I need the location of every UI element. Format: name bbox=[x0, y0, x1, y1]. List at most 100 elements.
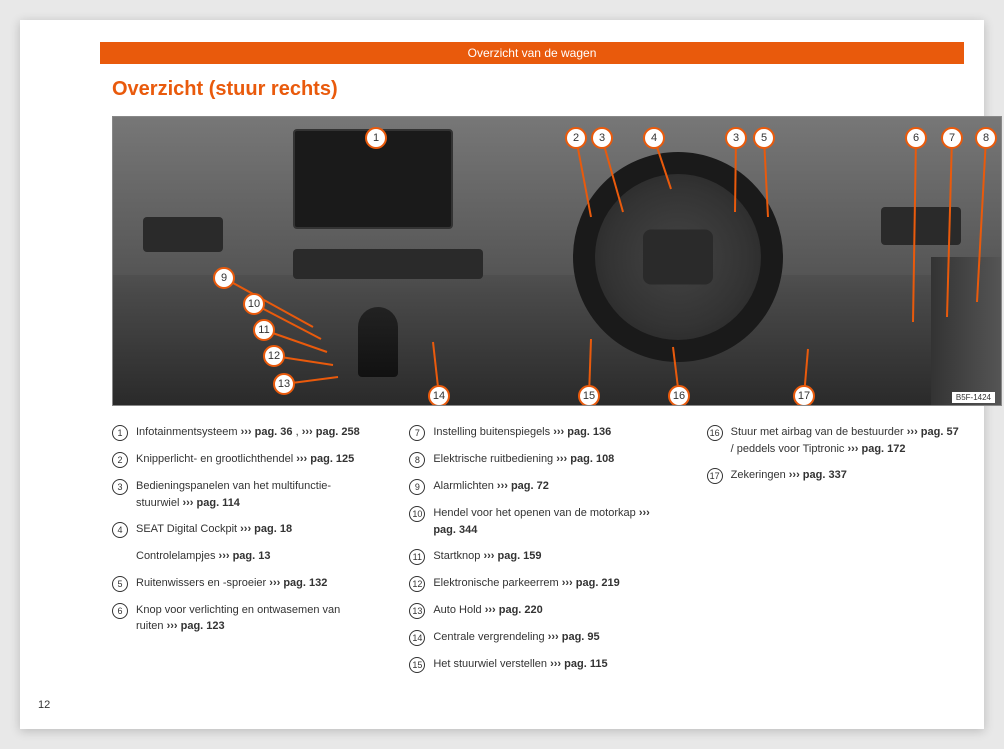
callout-bubble: 9 bbox=[213, 267, 235, 289]
legend-item-text: Alarmlichten ››› pag. 72 bbox=[433, 478, 549, 495]
legend-item-number: 8 bbox=[409, 452, 425, 468]
legend-item-text: Elektrische ruitbediening ››› pag. 108 bbox=[433, 451, 614, 468]
legend-item-number: 10 bbox=[409, 506, 425, 522]
page-reference: ››› pag. 108 bbox=[556, 453, 614, 465]
page-reference: ››› pag. 57 bbox=[907, 426, 959, 438]
legend-item-text: Startknop ››› pag. 159 bbox=[433, 548, 541, 565]
section-title: Overzicht (stuur rechts) bbox=[112, 78, 338, 101]
legend-item-text: Instelling buitenspiegels ››› pag. 136 bbox=[433, 424, 611, 441]
legend-item: 17 Zekeringen ››› pag. 337 bbox=[707, 467, 964, 484]
page-reference: ››› pag. 72 bbox=[497, 480, 549, 492]
page-reference: ››› pag. 132 bbox=[269, 577, 327, 589]
legend-column-middle: 7 Instelling buitenspiegels ››› pag. 136 8… bbox=[409, 424, 666, 683]
page-reference: ››› pag. 159 bbox=[483, 550, 541, 562]
legend-item: 12 Elektronische parkeerrem ››› pag. 219 bbox=[409, 575, 666, 592]
legend-item-number: 16 bbox=[707, 425, 723, 441]
callout-bubble: 1 bbox=[365, 127, 387, 149]
legend-item-text: Ruitenwissers en -sproeier ››› pag. 132 bbox=[136, 575, 327, 592]
legend-item: 4 SEAT Digital Cockpit ››› pag. 18 bbox=[112, 521, 369, 538]
legend-item-text: Het stuurwiel verstellen ››› pag. 115 bbox=[433, 656, 607, 673]
callout-bubble: 14 bbox=[428, 385, 450, 406]
legend-columns: 1 Infotainmentsysteem ››› pag. 36 , ››› p… bbox=[112, 424, 964, 683]
legend-item-text: Bedieningspanelen van het multifunctie-s… bbox=[136, 478, 369, 511]
legend-item-number: 14 bbox=[409, 630, 425, 646]
callout-bubble: 16 bbox=[668, 385, 690, 406]
page-reference: ››› pag. 125 bbox=[296, 453, 354, 465]
page-number: 12 bbox=[38, 699, 50, 711]
legend-item-number: 3 bbox=[112, 479, 128, 495]
header-bar: Overzicht van de wagen bbox=[100, 42, 964, 64]
legend-item-text: Controlelampjes ››› pag. 13 bbox=[136, 548, 271, 565]
callout-bubble: 11 bbox=[253, 319, 275, 341]
legend-item: 10 Hendel voor het openen van de motorkap… bbox=[409, 505, 666, 538]
legend-item-text: Auto Hold ››› pag. 220 bbox=[433, 602, 542, 619]
legend-item-number: 1 bbox=[112, 425, 128, 441]
callout-bubble: 4 bbox=[643, 127, 665, 149]
legend-item-number: 12 bbox=[409, 576, 425, 592]
callout-bubble: 10 bbox=[243, 293, 265, 315]
legend-item: 15 Het stuurwiel verstellen ››› pag. 115 bbox=[409, 656, 666, 673]
callout-bubble: 3 bbox=[591, 127, 613, 149]
page-reference: ››› pag. 36 bbox=[241, 426, 293, 438]
legend-item-number: 2 bbox=[112, 452, 128, 468]
legend-item: 3 Bedieningspanelen van het multifunctie-… bbox=[112, 478, 369, 511]
callout-bubble: 13 bbox=[273, 373, 295, 395]
page-reference: ››› pag. 18 bbox=[240, 523, 292, 535]
callout-bubble: 15 bbox=[578, 385, 600, 406]
dashboard-top bbox=[113, 117, 1001, 275]
legend-item-text: Hendel voor het openen van de motorkap ›… bbox=[433, 505, 666, 538]
legend-item-number: 9 bbox=[409, 479, 425, 495]
legend-item: 6Knop voor verlichting en ontwasemen van… bbox=[112, 602, 369, 635]
legend-item-number: 11 bbox=[409, 549, 425, 565]
callout-bubble: 7 bbox=[941, 127, 963, 149]
legend-item: 13 Auto Hold ››› pag. 220 bbox=[409, 602, 666, 619]
legend-item: 7 Instelling buitenspiegels ››› pag. 136 bbox=[409, 424, 666, 441]
legend-item: 2 Knipperlicht- en grootlichthendel ››› p… bbox=[112, 451, 369, 468]
legend-column-right: 16Stuur met airbag van de bestuurder ›››… bbox=[707, 424, 964, 683]
callout-bubble: 8 bbox=[975, 127, 997, 149]
legend-item-text: Infotainmentsysteem ››› pag. 36 , ››› pa… bbox=[136, 424, 360, 441]
page-reference: ››› pag. 136 bbox=[553, 426, 611, 438]
legend-item-number: 7 bbox=[409, 425, 425, 441]
legend-item-text: SEAT Digital Cockpit ››› pag. 18 bbox=[136, 521, 292, 538]
legend-item: 14 Centrale vergrendeling ››› pag. 95 bbox=[409, 629, 666, 646]
air-vent-center bbox=[293, 249, 483, 279]
page-reference: ››› pag. 95 bbox=[548, 631, 600, 643]
legend-item-number: 6 bbox=[112, 603, 128, 619]
callout-bubble: 6 bbox=[905, 127, 927, 149]
legend-item-text: Knipperlicht- en grootlichthendel ››› pa… bbox=[136, 451, 354, 468]
callout-bubble: 12 bbox=[263, 345, 285, 367]
page-reference: ››› pag. 337 bbox=[789, 469, 847, 481]
legend-item: Controlelampjes ››› pag. 13 bbox=[112, 548, 369, 565]
legend-item-text: Centrale vergrendeling ››› pag. 95 bbox=[433, 629, 599, 646]
page-reference: ››› pag. 13 bbox=[219, 550, 271, 562]
legend-item: 5 Ruitenwissers en -sproeier ››› pag. 132 bbox=[112, 575, 369, 592]
air-vent-right bbox=[881, 207, 961, 245]
page-reference: ››› pag. 258 bbox=[302, 426, 360, 438]
page-reference: ››› pag. 344 bbox=[433, 507, 649, 536]
page-reference: ››› pag. 114 bbox=[182, 497, 239, 509]
legend-item: 9 Alarmlichten ››› pag. 72 bbox=[409, 478, 666, 495]
door-panel bbox=[931, 257, 1001, 406]
legend-item-text: Zekeringen ››› pag. 337 bbox=[731, 467, 847, 484]
page-reference: ››› pag. 123 bbox=[167, 620, 225, 632]
callout-bubble: 17 bbox=[793, 385, 815, 406]
page-reference: ››› pag. 115 bbox=[550, 658, 607, 670]
legend-item-number: 17 bbox=[707, 468, 723, 484]
document-page: Overzicht van de wagen Overzicht (stuur … bbox=[20, 20, 984, 729]
air-vent-left bbox=[143, 217, 223, 252]
legend-item-number: 15 bbox=[409, 657, 425, 673]
legend-item: 1 Infotainmentsysteem ››› pag. 36 , ››› p… bbox=[112, 424, 369, 441]
legend-item-number: 13 bbox=[409, 603, 425, 619]
legend-item: 11 Startknop ››› pag. 159 bbox=[409, 548, 666, 565]
figure-reference-label: B5F-1424 bbox=[952, 392, 995, 403]
dashboard-figure: 12343567891011121314151617 B5F-1424 bbox=[112, 116, 1002, 406]
legend-item-number: 4 bbox=[112, 522, 128, 538]
legend-item-number: 5 bbox=[112, 576, 128, 592]
legend-item-text: Elektronische parkeerrem ››› pag. 219 bbox=[433, 575, 619, 592]
page-reference: ››› pag. 219 bbox=[562, 577, 620, 589]
steering-wheel-hub bbox=[643, 230, 713, 285]
legend-column-left: 1 Infotainmentsysteem ››› pag. 36 , ››› p… bbox=[112, 424, 369, 683]
callout-bubble: 2 bbox=[565, 127, 587, 149]
callout-bubble: 3 bbox=[725, 127, 747, 149]
